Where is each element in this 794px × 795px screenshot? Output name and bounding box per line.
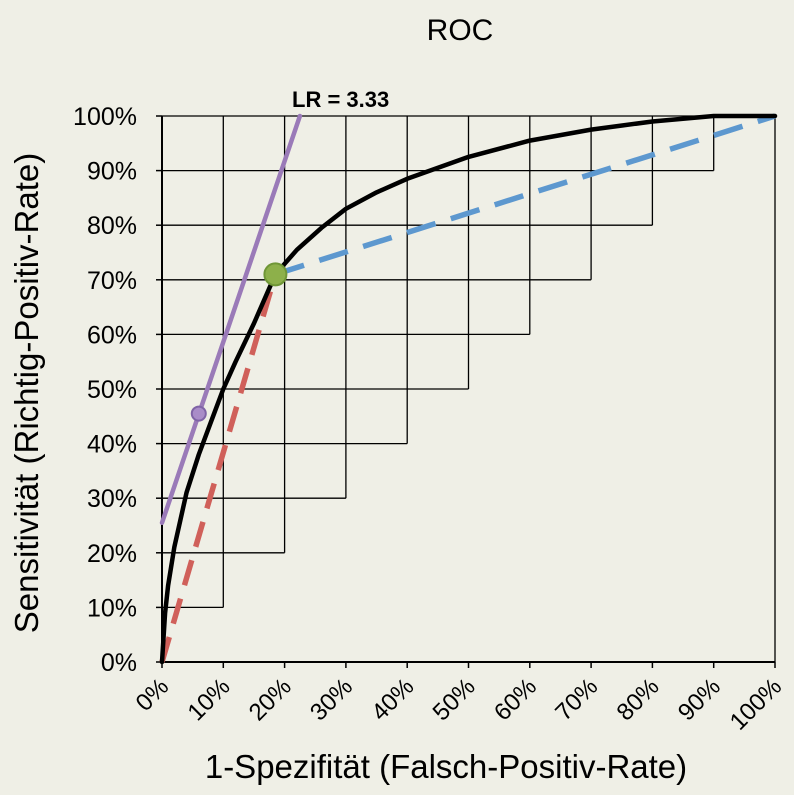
y-tick-label: 100% (73, 103, 137, 131)
x-tick-label: 90% (673, 673, 726, 726)
series-dashed-from-point (274, 113, 776, 277)
y-tick-label: 80% (87, 212, 137, 240)
y-tick-label: 10% (87, 594, 137, 622)
x-tick-labels: 0% 10% 20% 30% 40% 50% 60% 70% 80% 90%100% (131, 662, 788, 736)
y-tick-labels: 0% 10% 20% 30% 40% 50% 60% 70% 80% 90% 100% (73, 103, 162, 677)
y-axis-label: Sensitivität (Richtig-Positiv-Rate) (8, 153, 45, 633)
y-tick-label: 20% (87, 540, 137, 568)
x-tick-label: 50% (428, 673, 481, 726)
operating-point (263, 262, 288, 287)
lr-annotation: LR = 3.33 (292, 87, 389, 112)
y-tick-label: 40% (87, 431, 137, 459)
y-tick-label: 50% (87, 376, 137, 404)
y-tick-label: 90% (87, 158, 137, 186)
x-tick-label: 10% (182, 673, 235, 726)
staircase-grid (162, 115, 776, 662)
x-tick-label: 40% (366, 673, 419, 726)
y-tick-label: 30% (87, 485, 137, 513)
series-dashed-to-point (159, 273, 279, 663)
tangent-point (190, 405, 207, 422)
x-tick-label: 20% (244, 673, 297, 726)
y-tick-label: 70% (87, 267, 137, 295)
x-tick-label: 80% (612, 673, 665, 726)
x-tick-label: 60% (489, 673, 542, 726)
x-tick-label: 100% (725, 673, 788, 736)
chart-title: ROC (427, 14, 494, 47)
x-tick-label: 0% (131, 673, 175, 717)
x-tick-label: 30% (305, 673, 358, 726)
x-tick-label: 70% (550, 673, 603, 726)
y-tick-label: 0% (101, 649, 137, 677)
series-tangent-LR (159, 113, 303, 526)
x-axis-label: 1-Spezifität (Falsch-Positiv-Rate) (205, 748, 687, 785)
points (190, 262, 288, 422)
y-tick-label: 60% (87, 321, 137, 349)
